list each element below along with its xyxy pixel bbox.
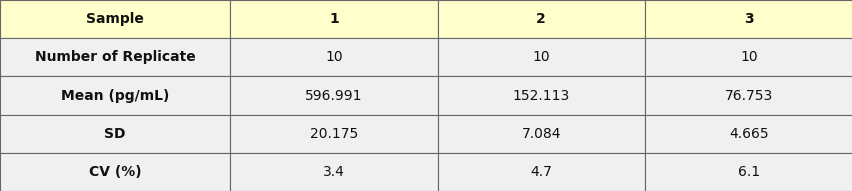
Bar bbox=[644, 115, 852, 153]
Text: 3.4: 3.4 bbox=[323, 165, 344, 179]
Text: 20.175: 20.175 bbox=[309, 127, 358, 141]
Text: 76.753: 76.753 bbox=[724, 88, 772, 103]
Bar bbox=[437, 0, 644, 38]
Bar bbox=[230, 115, 437, 153]
Text: CV (%): CV (%) bbox=[89, 165, 141, 179]
Bar bbox=[437, 115, 644, 153]
Text: Number of Replicate: Number of Replicate bbox=[35, 50, 195, 64]
Bar bbox=[0, 153, 230, 191]
Bar bbox=[0, 0, 230, 38]
Bar bbox=[644, 0, 852, 38]
Text: 3: 3 bbox=[743, 12, 753, 26]
Text: 1: 1 bbox=[329, 12, 338, 26]
Text: Mean (pg/mL): Mean (pg/mL) bbox=[60, 88, 170, 103]
Bar bbox=[230, 153, 437, 191]
Bar bbox=[437, 38, 644, 76]
Bar bbox=[230, 0, 437, 38]
Bar bbox=[644, 38, 852, 76]
Text: 10: 10 bbox=[325, 50, 343, 64]
Text: 4.7: 4.7 bbox=[530, 165, 551, 179]
Bar bbox=[644, 76, 852, 115]
Text: 10: 10 bbox=[740, 50, 757, 64]
Text: 7.084: 7.084 bbox=[521, 127, 561, 141]
Bar bbox=[0, 38, 230, 76]
Bar bbox=[230, 76, 437, 115]
Bar bbox=[437, 76, 644, 115]
Bar bbox=[644, 153, 852, 191]
Text: SD: SD bbox=[104, 127, 126, 141]
Text: 10: 10 bbox=[532, 50, 550, 64]
Text: 2: 2 bbox=[536, 12, 545, 26]
Text: Sample: Sample bbox=[86, 12, 144, 26]
Bar bbox=[230, 38, 437, 76]
Bar bbox=[0, 76, 230, 115]
Text: 152.113: 152.113 bbox=[512, 88, 569, 103]
Bar bbox=[437, 153, 644, 191]
Text: 6.1: 6.1 bbox=[737, 165, 759, 179]
Text: 596.991: 596.991 bbox=[305, 88, 362, 103]
Bar bbox=[0, 115, 230, 153]
Text: 4.665: 4.665 bbox=[728, 127, 768, 141]
